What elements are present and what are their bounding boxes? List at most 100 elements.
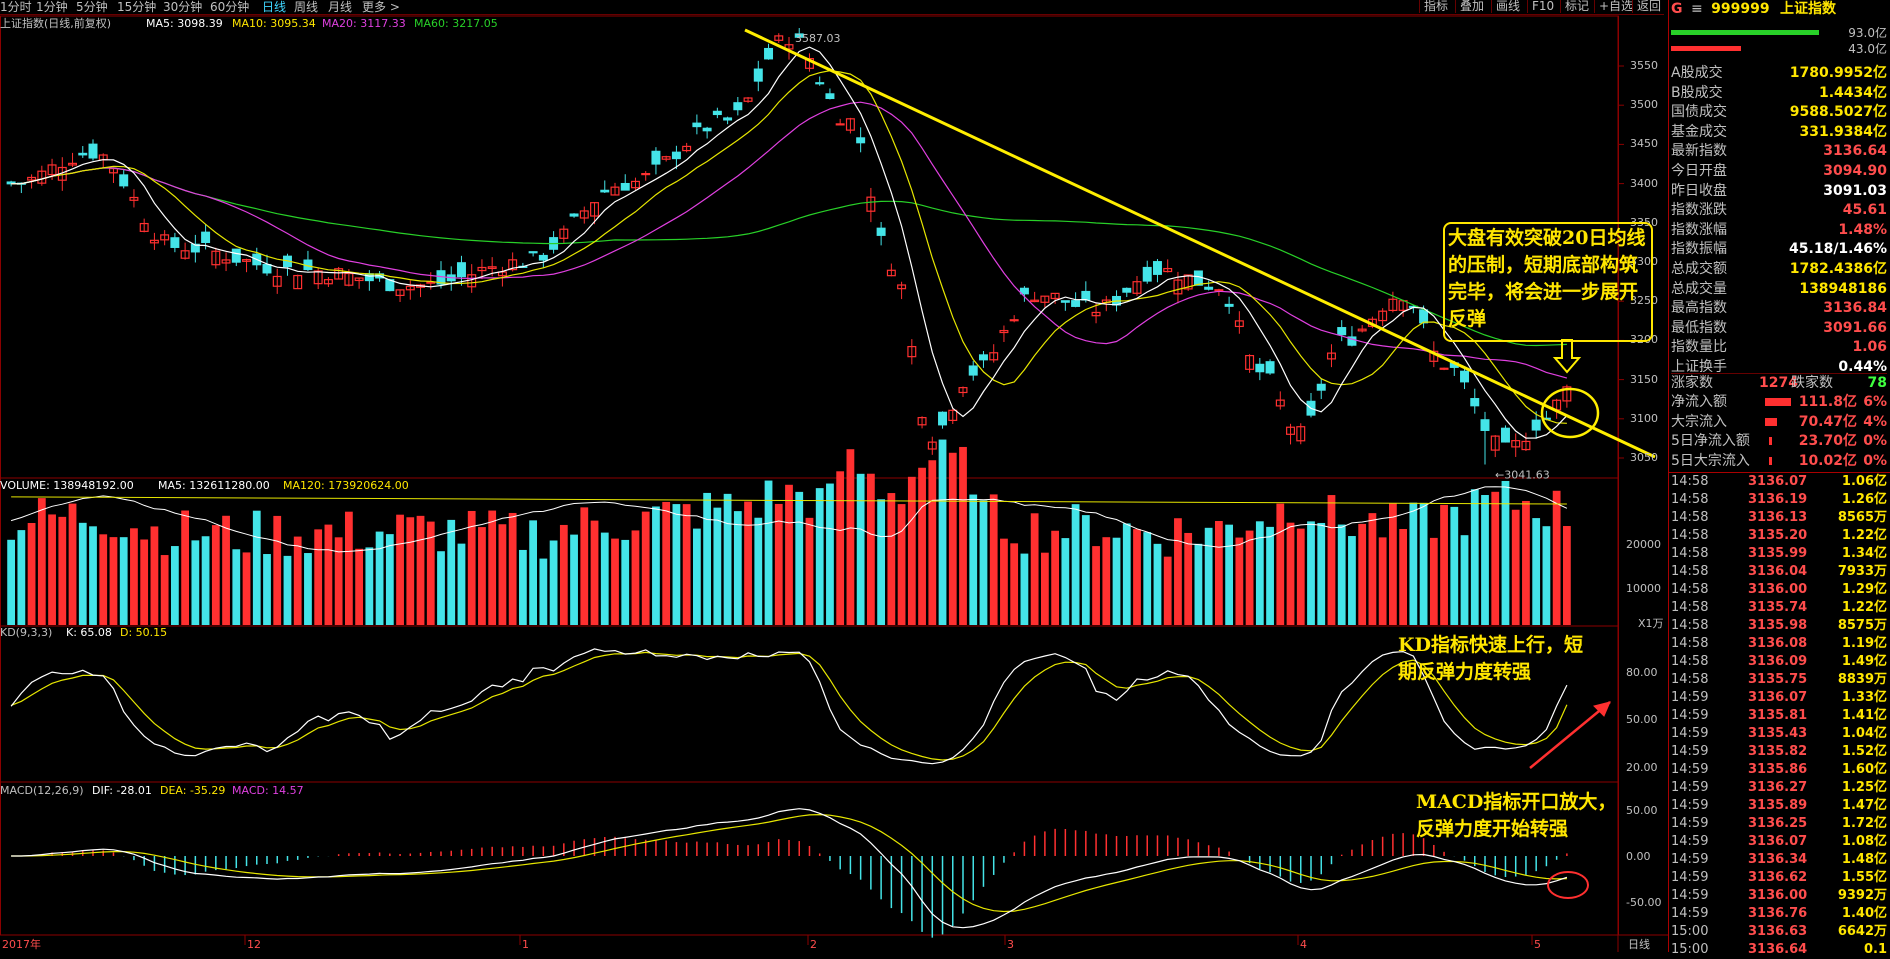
tf-weekly[interactable]: 周线 (294, 0, 319, 14)
tf-5min[interactable]: 5分钟 (76, 0, 108, 14)
volume-bar (78, 522, 87, 625)
candle-body (866, 196, 876, 212)
candle-body (948, 409, 958, 421)
candle-body (630, 180, 640, 189)
volume-bar (1358, 523, 1367, 625)
volume-bar (1552, 490, 1561, 625)
volume-bar (682, 504, 691, 625)
tf-1min[interactable]: 1分钟 (36, 0, 68, 14)
volume-bar (1122, 523, 1131, 625)
add-watchlist-button[interactable]: +自选 (1594, 0, 1637, 13)
kd-k-label: K: 65.08 (66, 626, 112, 639)
candle-body (753, 68, 763, 82)
candle-body (876, 227, 886, 236)
tick-price: 3135.99 (1748, 546, 1808, 561)
volume-bar (252, 510, 261, 625)
volume-bar (191, 540, 200, 625)
up-count-label: 涨家数 (1671, 375, 1713, 391)
tick-row: 14:58 3135.74 1.22亿 (1669, 599, 1887, 617)
annotation-box (1443, 222, 1653, 342)
volume-bar (508, 512, 517, 625)
tf-more[interactable]: 更多 > (362, 0, 400, 14)
tick-time: 14:58 (1671, 654, 1709, 669)
stat-row: 指数振幅 45.18/1.46% (1671, 240, 1887, 259)
volume-bar (17, 530, 26, 625)
tf-15min[interactable]: 15分钟 (117, 0, 157, 14)
x-axis-period-label: 日线 (1628, 938, 1650, 951)
volume-bar (1470, 489, 1479, 625)
volume-bar (68, 503, 77, 625)
candle-body (88, 143, 98, 159)
candle-body (1500, 427, 1510, 443)
flow-value: 10.02亿 (1798, 452, 1857, 469)
volume-tick-label: 10000 (1626, 582, 1661, 595)
timeframe-toolbar: 1分时 1分钟 5分钟 15分钟 30分钟 60分钟 日线 周线 月线 更多 >… (0, 0, 1664, 15)
volume-bar (907, 476, 916, 625)
candle-body (1347, 336, 1357, 346)
candle-body (733, 102, 743, 111)
back-button[interactable]: 返回 (1632, 0, 1665, 13)
stat-label: A股成交 (1671, 65, 1723, 81)
volume-bar (1429, 537, 1438, 625)
draw-line-button[interactable]: 画线 (1491, 0, 1524, 13)
tick-time: 14:59 (1671, 816, 1709, 831)
candle-body (897, 284, 907, 290)
volume-bar (744, 501, 752, 625)
stock-chart[interactable]: 3587.03 ←3041.63 (0, 0, 1668, 952)
tick-volume: 1.19亿 (1841, 636, 1887, 651)
volume-bar (754, 517, 763, 625)
candle-body (1470, 398, 1480, 407)
volume-bar (1491, 491, 1500, 625)
volume-bar (1276, 503, 1285, 625)
f10-button[interactable]: F10 (1527, 0, 1558, 13)
tf-1min-share[interactable]: 1分时 (0, 0, 32, 14)
tf-60min[interactable]: 60分钟 (210, 0, 250, 14)
flow-bar (1765, 398, 1791, 406)
volume-bar (1010, 543, 1019, 625)
tick-volume: 1.60亿 (1841, 762, 1887, 777)
x-axis-label: 4 (1300, 938, 1307, 951)
overlay-button[interactable]: 叠加 (1455, 0, 1488, 13)
tick-row: 14:59 3136.25 1.72亿 (1669, 815, 1887, 833)
volume-bar (529, 520, 538, 625)
tf-daily[interactable]: 日线 (262, 0, 287, 14)
candle-body (37, 170, 47, 184)
volume-bar (1296, 528, 1305, 625)
stat-row: 最高指数 3136.84 (1671, 299, 1887, 318)
menu-icon[interactable]: ≡ (1690, 1, 1703, 17)
candle-body (1326, 352, 1336, 360)
tf-30min[interactable]: 30分钟 (163, 0, 203, 14)
tick-row: 14:58 3135.20 1.22亿 (1669, 527, 1887, 545)
candle-body (907, 345, 917, 358)
index-code: 999999 (1711, 1, 1770, 17)
candle-body (723, 117, 733, 121)
volume-bar (815, 488, 824, 625)
macd-value-label: MACD: 14.57 (232, 784, 304, 797)
tick-volume: 1.41亿 (1841, 708, 1887, 723)
indicator-button[interactable]: 指标 (1419, 0, 1452, 13)
volume-bar (447, 519, 456, 625)
flow-bar (1769, 437, 1772, 445)
tick-row: 14:58 3135.75 8839万 (1669, 671, 1887, 689)
candle-body (395, 289, 405, 297)
volume-bar (723, 493, 732, 625)
tf-monthly[interactable]: 月线 (328, 0, 353, 14)
candle-body (671, 151, 681, 160)
stat-label: 上证换手 (1671, 359, 1727, 375)
candle-body (1419, 309, 1429, 324)
x-axis-label: 2 (810, 938, 817, 951)
x-axis-label: 2017年 (2, 938, 41, 951)
tick-row: 14:59 3136.34 1.48亿 (1669, 851, 1887, 869)
tick-row: 14:59 3135.82 1.52亿 (1669, 743, 1887, 761)
tick-price: 3135.74 (1748, 600, 1808, 615)
candle-body (1388, 298, 1398, 312)
volume-bar (539, 558, 548, 625)
candle-body (886, 269, 896, 277)
tick-time: 14:59 (1671, 690, 1709, 705)
stat-label: 最低指数 (1671, 319, 1727, 336)
volume-bar (242, 552, 251, 625)
mark-button[interactable]: 标记 (1560, 0, 1593, 13)
volume-ma120-label: MA120: 173920624.00 (283, 479, 409, 492)
volume-bar (7, 539, 16, 625)
volume-bar (1532, 518, 1541, 625)
